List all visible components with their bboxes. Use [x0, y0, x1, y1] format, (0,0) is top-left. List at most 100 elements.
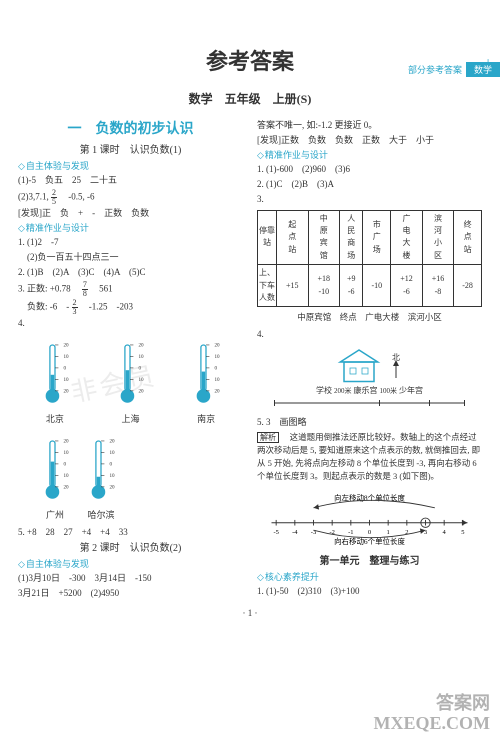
jiexi-label: 解析: [257, 432, 279, 443]
item-4-r: 4.: [257, 328, 482, 342]
lesson-2-title: 第 2 课时 认识负数(2): [18, 541, 243, 557]
svg-text:10: 10: [139, 354, 145, 360]
table-row: 停靠站 起点站中原宾馆人民商场市广场广电大楼滨河小区终点站: [258, 210, 482, 265]
item-3: 3.: [257, 193, 482, 207]
text: (2)3,7.1,: [18, 192, 49, 202]
arrow-right-label: 向右移动6个单位长度: [334, 536, 405, 546]
header-left-text: 部分参考答案: [408, 63, 462, 76]
text-line: [发现]正数 负数 负数 正数 大于 小于: [257, 134, 482, 148]
table-cell: 广电大楼: [391, 210, 423, 265]
text-line: 1. (1)-600 (2)960 (3)6: [257, 163, 482, 177]
table-cell: +9-6: [340, 265, 363, 307]
svg-text:-4: -4: [292, 529, 298, 536]
label-zizhu: 自主体验与发现: [18, 160, 243, 174]
svg-text:20: 20: [63, 342, 69, 348]
page-subtitle: 数学 五年级 上册(S): [0, 90, 500, 107]
table-cell: 中原宾馆: [308, 210, 340, 265]
svg-text:20: 20: [64, 438, 70, 444]
thermo-row-1: 201001020 北京 201001020 上海 201001020 南京: [18, 334, 243, 427]
svg-text:0: 0: [139, 365, 142, 371]
content-columns: 一 负数的初步认识 第 1 课时 认识负数(1) 自主体验与发现 (1)-5 负…: [0, 119, 500, 602]
svg-text:20: 20: [139, 342, 145, 348]
text-line: 1. (1)-50 (2)310 (3)+100: [257, 585, 482, 599]
svg-text:-3: -3: [311, 529, 316, 536]
left-column: 一 负数的初步认识 第 1 课时 认识负数(1) 自主体验与发现 (1)-5 负…: [18, 119, 243, 602]
label-hexin: 核心素养提升: [257, 571, 482, 585]
text-line: 2. (1)C (2)B (3)A: [257, 178, 482, 192]
unit-title: 一 负数的初步认识: [18, 119, 243, 141]
svg-text:10: 10: [139, 377, 145, 383]
text-line: (1)3月10日 -300 3月14日 -150: [18, 572, 243, 586]
scale-dist: 100米: [380, 386, 398, 397]
table-cell: -28: [454, 265, 482, 307]
svg-text:0: 0: [63, 365, 66, 371]
svg-text:10: 10: [110, 473, 116, 479]
thermo: 201001020 广州: [38, 430, 72, 523]
thermo: 201001020 北京: [38, 334, 72, 427]
svg-text:20: 20: [63, 388, 69, 394]
text-line: 负数: -6 - 23 -1.25 -203: [18, 299, 243, 316]
text-line: 答案不唯一, 如:-1.2 更接近 0。: [257, 119, 482, 133]
svg-text:4: 4: [443, 529, 447, 536]
table-cell: +12-6: [391, 265, 423, 307]
svg-text:10: 10: [215, 354, 221, 360]
page-footer: · 1 ·: [0, 608, 500, 618]
fraction: 23: [72, 299, 78, 316]
jiexi: 解析 这道题用倒推法还原比较好。数轴上的这个点经过两次移动后是 5, 要知道原来…: [257, 431, 482, 484]
text-line: 5. +8 28 27 +4 +4 33: [18, 526, 243, 540]
text: -0.5, -6: [59, 192, 94, 202]
table-cell: +15: [277, 265, 309, 307]
table-cell: -10: [363, 265, 391, 307]
svg-text:10: 10: [110, 450, 116, 456]
table-cell: 人民商场: [340, 210, 363, 265]
text-line: (2)负一百五十四点三一: [18, 251, 243, 265]
text-line: 2. (1)B (2)A (3)C (4)A (5)C: [18, 266, 243, 280]
text-line: 3月21日 +5200 (2)4950: [18, 587, 243, 601]
unit-review-title: 第一单元 整理与练习: [257, 554, 482, 570]
svg-text:20: 20: [110, 484, 116, 490]
map-scale: 学校 200米 康乐宫 100米 少年宫: [257, 385, 482, 397]
text-line: 3. 正数: +0.78 78 561: [18, 281, 243, 298]
jiexi-text: 这道题用倒推法还原比较好。数轴上的这个点经过两次移动后是 5, 要知道原来这个点…: [257, 432, 480, 482]
svg-text:10: 10: [64, 473, 70, 479]
header-tag: 数学: [466, 62, 500, 77]
watermark: 答案网MXEQE.COM: [374, 694, 491, 734]
svg-text:10: 10: [63, 377, 69, 383]
svg-text:-5: -5: [273, 529, 278, 536]
fraction: 78: [82, 281, 88, 298]
table-cell: 起点站: [277, 210, 309, 265]
fraction: 25: [51, 189, 57, 206]
table-cell: 市广场: [363, 210, 391, 265]
svg-text:0: 0: [110, 461, 113, 467]
scale-dist: 200米: [334, 386, 352, 397]
text-line: (1)-5 负五 25 二十五: [18, 174, 243, 188]
thermo: 201001020 哈尔滨: [84, 430, 118, 523]
text: 3. 正数: +0.78: [18, 283, 80, 293]
lesson-1-title: 第 1 课时 认识负数(1): [18, 143, 243, 159]
table-cell: 终点站: [454, 210, 482, 265]
svg-text:0: 0: [368, 529, 372, 536]
building-icon: [335, 347, 383, 383]
arrow-left-label: 向左移动8个单位长度: [334, 492, 405, 502]
compass-icon: 北: [387, 350, 405, 380]
text: 负数: -6 -: [18, 301, 69, 311]
table-cell: 停靠站: [258, 210, 277, 265]
label-jingzhun-r: 精准作业与设计: [257, 149, 482, 163]
svg-text:1: 1: [387, 529, 390, 536]
table-cell: 上、下车人数: [258, 265, 277, 307]
right-column: 答案不唯一, 如:-1.2 更接近 0。 [发现]正数 负数 负数 正数 大于 …: [257, 119, 482, 602]
svg-text:0: 0: [64, 461, 67, 467]
text: -1.25 -203: [80, 301, 133, 311]
svg-text:-1: -1: [348, 529, 353, 536]
thermo: 201001020 南京: [189, 334, 223, 427]
text-line: 1. (1)2 -7: [18, 236, 243, 250]
svg-text:20: 20: [215, 388, 221, 394]
text-line: (2)3,7.1, 25 -0.5, -6: [18, 189, 243, 206]
number-line-diagram: 向左移动8个单位长度 -5-4-3-2-1012345 向右移动6个单位长度: [257, 491, 482, 547]
svg-text:20: 20: [139, 388, 145, 394]
table-row: 上、下车人数 +15+18-10+9-6-10+12-6+16-8-28: [258, 265, 482, 307]
thermo-row-2: 201001020 广州 201001020 哈尔滨: [18, 430, 243, 523]
svg-text:0: 0: [215, 365, 218, 371]
table-cell: +18-10: [308, 265, 340, 307]
text: 561: [90, 283, 113, 293]
